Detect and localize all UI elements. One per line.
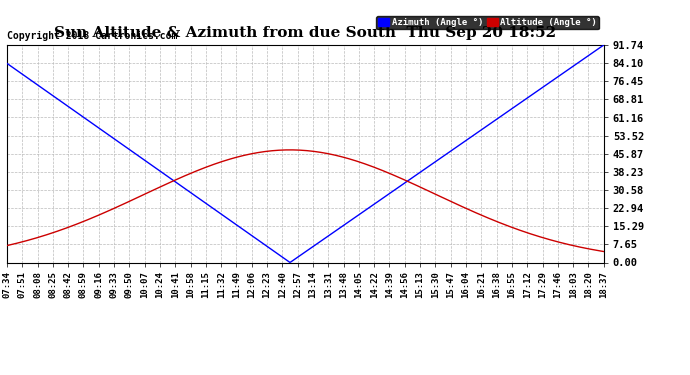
Legend: Azimuth (Angle °), Altitude (Angle °): Azimuth (Angle °), Altitude (Angle °) [376, 16, 599, 29]
Text: Copyright 2018 Cartronics.com: Copyright 2018 Cartronics.com [7, 31, 177, 40]
Title: Sun Altitude & Azimuth from due South  Thu Sep 20 18:52: Sun Altitude & Azimuth from due South Th… [55, 26, 556, 40]
